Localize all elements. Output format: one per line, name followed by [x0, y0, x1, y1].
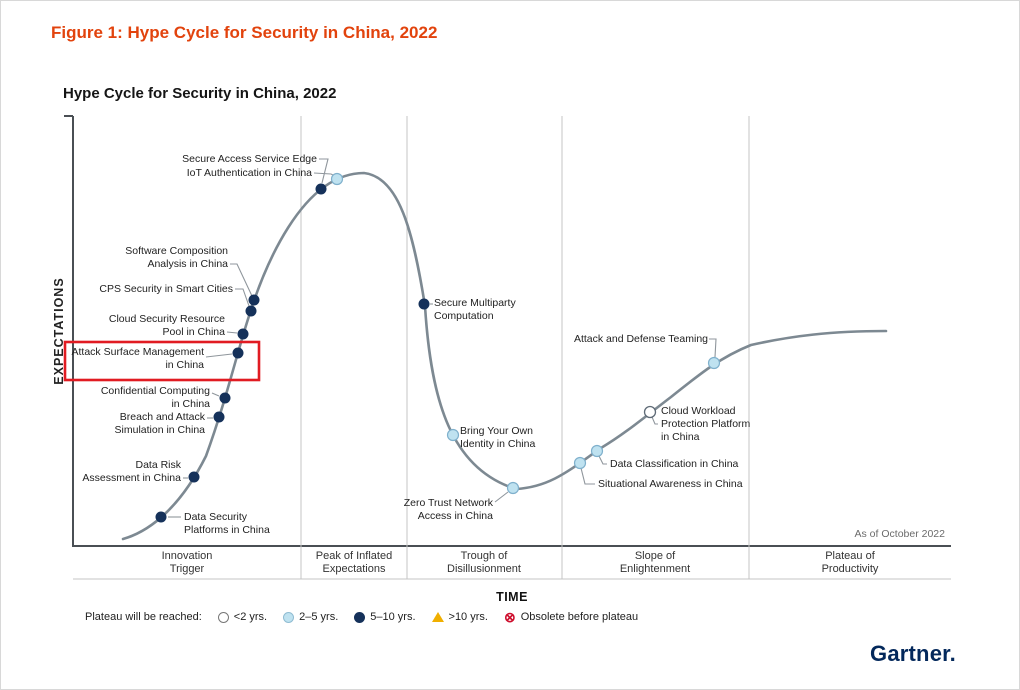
legend-item-5-10: 5–10 yrs.	[354, 611, 416, 623]
light-blue-circle-icon	[283, 611, 295, 623]
legend-label-obsolete: Obsolete before plateau	[520, 611, 639, 623]
point-dot-confidential-computing	[219, 392, 231, 404]
point-dot-data-risk-assessment	[188, 471, 200, 483]
point-label-cloud-security-resource-pool: Cloud Security Resource Pool in China	[108, 313, 225, 338]
point-label-iot-authentication: IoT Authentication in China	[186, 167, 312, 179]
point-label-secure-access-service-edge: Secure Access Service Edge	[182, 153, 317, 165]
legend-item-lt2: <2 yrs.	[217, 611, 268, 623]
point-label-secure-multiparty-computation: Secure Multiparty Computation	[434, 297, 516, 322]
phase-label-peak-of-inflated-expectations: Peak of Inflated Expectations	[315, 550, 393, 575]
phase-label-trough-of-disillusionment: Trough of Disillusionment	[447, 550, 521, 575]
point-label-cps-security-smart-cities: CPS Security in Smart Cities	[99, 283, 233, 295]
legend-label-gt10: >10 yrs.	[448, 611, 488, 623]
leader-situational-awareness	[580, 467, 595, 485]
point-dot-attack-and-defense-teaming	[707, 356, 721, 370]
obsolete-circle-x-icon: ⊗	[503, 608, 516, 625]
legend: Plateau will be reached: <2 yrs. 2–5 yrs…	[85, 608, 639, 625]
leader-attack-surface-management	[205, 353, 233, 358]
open-circle-icon	[217, 611, 229, 623]
point-label-attack-surface-management: Attack Surface Management in China	[71, 346, 205, 371]
point-label-cloud-workload-protection-platform: Cloud Workload Protection Platform in Ch…	[661, 405, 751, 443]
x-axis-label: TIME	[496, 590, 528, 604]
point-label-data-security-platforms: Data Security Platforms in China	[184, 511, 270, 536]
legend-label-2-5: 2–5 yrs.	[299, 611, 339, 623]
figure-caption: Figure 1: Hype Cycle for Security in Chi…	[51, 23, 438, 42]
point-dot-bring-your-own-identity	[446, 428, 460, 442]
leader-cloud-workload-protection-platform	[651, 416, 658, 425]
point-dot-breach-attack-simulation	[213, 411, 225, 423]
point-dot-cloud-workload-protection-platform	[643, 405, 657, 419]
point-dot-cloud-security-resource-pool	[237, 328, 249, 340]
point-dot-data-classification	[590, 444, 604, 458]
point-dot-cps-security-smart-cities	[245, 305, 257, 317]
point-dot-iot-authentication	[330, 172, 344, 186]
point-dot-software-composition-analysis	[248, 294, 260, 306]
leader-software-composition-analysis	[230, 263, 253, 297]
navy-circle-icon	[354, 611, 366, 623]
yellow-triangle-icon	[431, 612, 444, 622]
legend-item-gt10: >10 yrs.	[431, 611, 488, 623]
highlight-box-attack-surface-management	[63, 340, 261, 382]
leader-secure-access-service-edge	[319, 158, 329, 184]
point-label-confidential-computing: Confidential Computing in China	[100, 385, 210, 410]
leader-attack-and-defense-teaming	[709, 338, 717, 358]
leader-cps-security-smart-cities	[235, 288, 250, 307]
point-dot-secure-multiparty-computation	[418, 298, 430, 310]
legend-label-lt2: <2 yrs.	[233, 611, 268, 623]
point-label-bring-your-own-identity: Bring Your Own Identity in China	[460, 425, 536, 450]
leader-data-classification	[598, 455, 607, 465]
point-label-data-risk-assessment: Data Risk Assessment in China	[82, 459, 181, 484]
y-axis-label: EXPECTATIONS	[52, 277, 66, 385]
phase-label-innovation-trigger: Innovation Trigger	[161, 550, 213, 575]
point-dot-attack-surface-management	[232, 347, 244, 359]
point-label-breach-attack-simulation: Breach and Attack Simulation in China	[114, 411, 205, 436]
gartner-logo: Gartner.	[870, 641, 956, 666]
legend-title: Plateau will be reached:	[85, 611, 202, 623]
as-of-note: As of October 2022	[854, 528, 945, 540]
phase-label-plateau-of-productivity: Plateau of Productivity	[821, 550, 879, 575]
point-label-data-classification: Data Classification in China	[610, 458, 739, 470]
leader-cloud-security-resource-pool	[226, 331, 238, 334]
point-label-zero-trust-network-access: Zero Trust Network Access in China	[403, 497, 493, 522]
point-dot-secure-access-service-edge	[315, 183, 327, 195]
leader-zero-trust-network-access	[494, 491, 509, 503]
chart-title: Hype Cycle for Security in China, 2022	[63, 85, 337, 102]
point-label-attack-and-defense-teaming: Attack and Defense Teaming	[573, 333, 708, 345]
point-label-software-composition-analysis: Software Composition Analysis in China	[125, 245, 228, 270]
axes	[72, 116, 951, 547]
legend-item-2-5: 2–5 yrs.	[283, 611, 338, 623]
leader-confidential-computing	[211, 392, 220, 397]
legend-item-obsolete: ⊗ Obsolete before plateau	[503, 608, 639, 625]
phase-label-slope-of-enlightenment: Slope of Enlightenment	[619, 550, 691, 575]
point-dot-situational-awareness	[573, 456, 587, 470]
point-dot-data-security-platforms	[155, 511, 167, 523]
legend-label-5-10: 5–10 yrs.	[370, 611, 416, 623]
point-dot-zero-trust-network-access	[506, 481, 520, 495]
point-label-situational-awareness: Situational Awareness in China	[598, 478, 743, 490]
